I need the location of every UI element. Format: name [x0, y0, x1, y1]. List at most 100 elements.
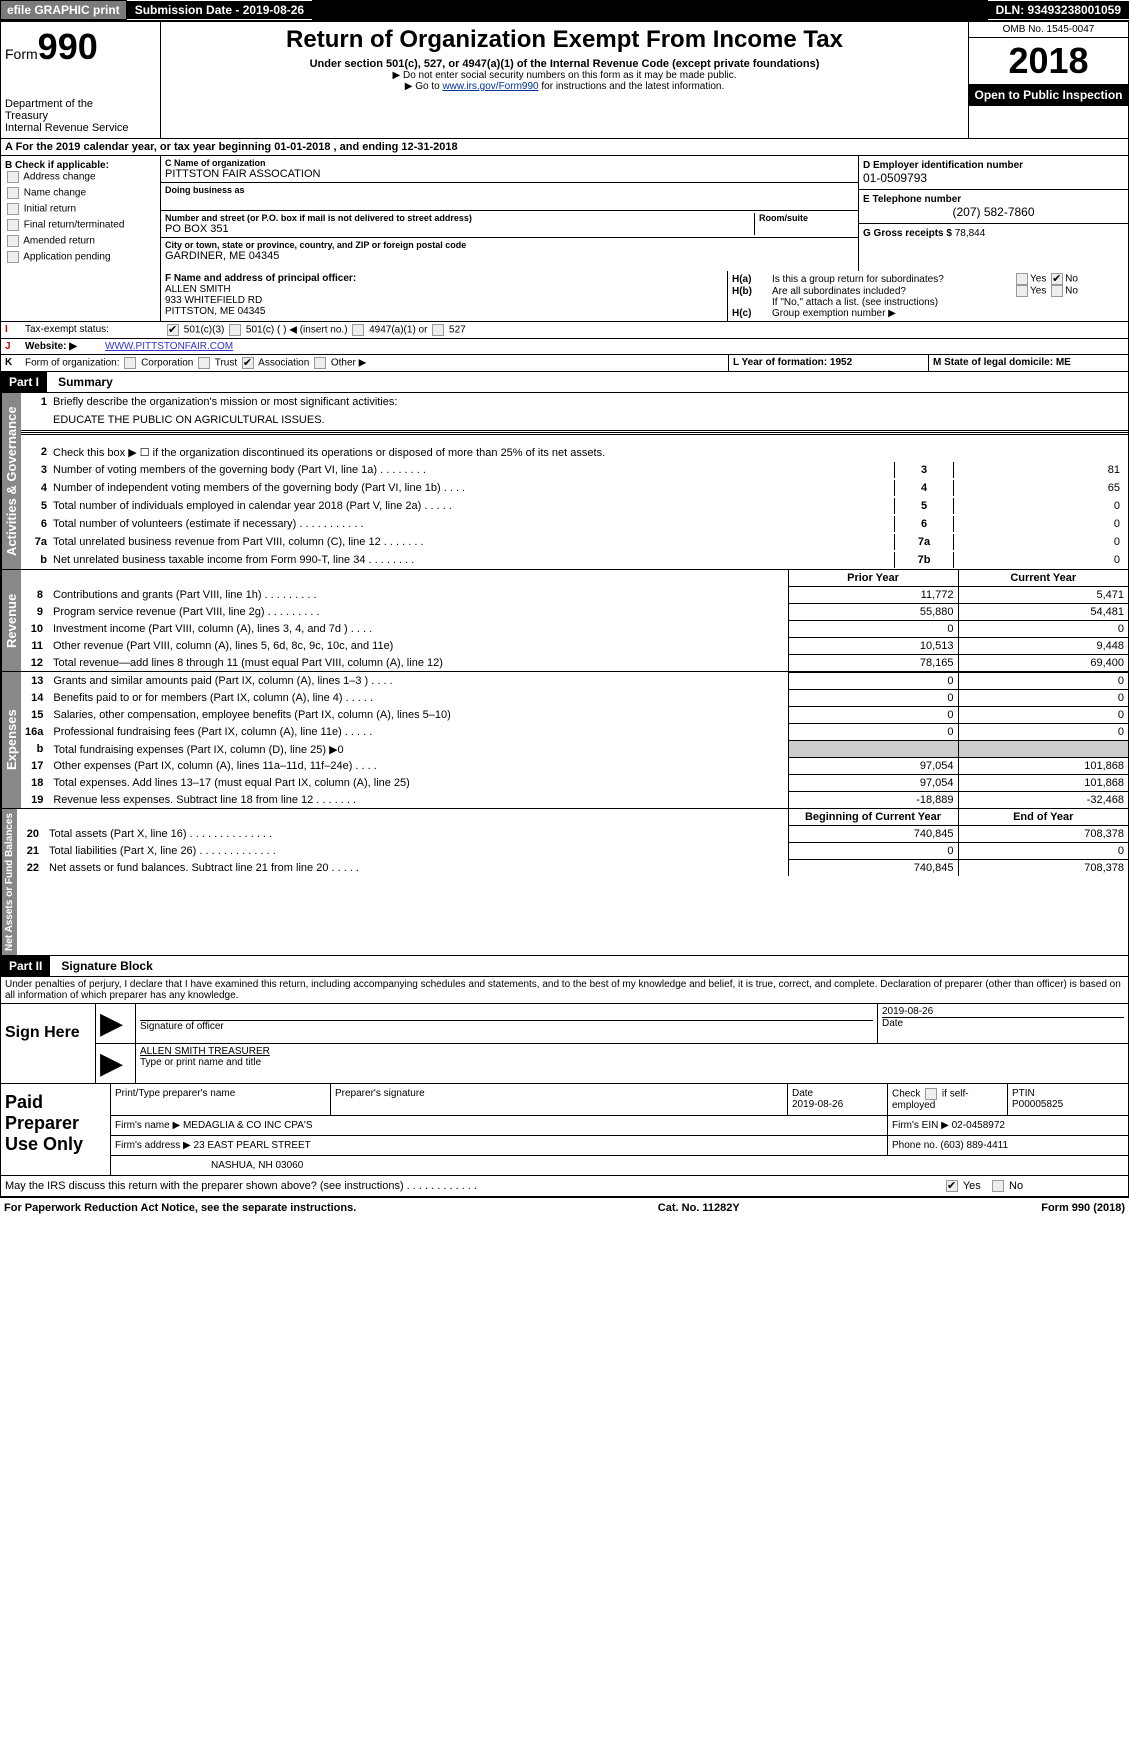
tel-value: (207) 582-7860 — [863, 205, 1124, 219]
summary-line: 7aTotal unrelated business revenue from … — [21, 533, 1128, 551]
hc-label: H(c) — [732, 308, 772, 319]
form-title: Return of Organization Exempt From Incom… — [165, 26, 964, 54]
footer-right: Form 990 (2018) — [1041, 1202, 1125, 1214]
fin-row: 10Investment income (Part VIII, column (… — [21, 621, 1128, 638]
ein-label: D Employer identification number — [863, 160, 1124, 171]
city-value: GARDINER, ME 04345 — [165, 250, 854, 262]
irs-link[interactable]: www.irs.gov/Form990 — [442, 81, 538, 92]
part2-header: Part II Signature Block — [0, 956, 1129, 977]
mission-text: EDUCATE THE PUBLIC ON AGRICULTURAL ISSUE… — [53, 414, 1124, 426]
perjury-text: Under penalties of perjury, I declare th… — [0, 977, 1129, 1004]
efile-label: efile GRAPHIC print — [0, 0, 127, 20]
summary-line: 5Total number of individuals employed in… — [21, 497, 1128, 515]
gross-value: 78,844 — [955, 228, 986, 239]
ha-label: H(a) — [732, 274, 772, 285]
firm-ein: 02-0458972 — [952, 1120, 1005, 1131]
summary-line: 4Number of independent voting members of… — [21, 479, 1128, 497]
dept-line1: Department of the — [5, 98, 156, 110]
room-label: Room/suite — [759, 213, 854, 223]
page-footer: For Paperwork Reduction Act Notice, see … — [0, 1197, 1129, 1218]
hb-text: Are all subordinates included? — [772, 286, 1014, 297]
row-k-l: K Form of organization: Corporation Trus… — [0, 355, 1129, 372]
tax-year: 2018 — [969, 38, 1128, 84]
expenses-table: 13Grants and similar amounts paid (Part … — [21, 672, 1128, 808]
officer-label: F Name and address of principal officer: — [165, 273, 723, 284]
footer-center: Cat. No. 11282Y — [658, 1202, 740, 1214]
form-number: Form990 — [5, 26, 156, 68]
form-subtitle: Under section 501(c), 527, or 4947(a)(1)… — [165, 58, 964, 70]
section-revenue: Revenue Prior YearCurrent Year 8Contribu… — [0, 570, 1129, 672]
row-a-period: A For the 2019 calendar year, or tax yea… — [0, 139, 1129, 156]
sig-name: ALLEN SMITH TREASURER — [140, 1046, 1124, 1057]
firm-addr2: NASHUA, NH 03060 — [111, 1156, 1128, 1175]
fin-row: 19Revenue less expenses. Subtract line 1… — [21, 792, 1128, 809]
sig-officer-label: Signature of officer — [140, 1020, 873, 1032]
tel-label: E Telephone number — [863, 194, 1124, 205]
fin-row: 22Net assets or fund balances. Subtract … — [17, 860, 1128, 877]
firm-name: MEDAGLIA & CO INC CPA'S — [183, 1120, 313, 1131]
officer-addr2: PITTSTON, ME 04345 — [165, 306, 723, 317]
dba-label: Doing business as — [165, 185, 854, 195]
fin-row: 13Grants and similar amounts paid (Part … — [21, 673, 1128, 690]
dept-line3: Internal Revenue Service — [5, 122, 156, 134]
fin-row: bTotal fundraising expenses (Part IX, co… — [21, 741, 1128, 758]
summary-line: 6Total number of volunteers (estimate if… — [21, 515, 1128, 533]
paid-preparer-block: Paid Preparer Use Only Print/Type prepar… — [0, 1084, 1129, 1176]
form-header: Form990 Department of the Treasury Inter… — [0, 20, 1129, 139]
fin-row: 21Total liabilities (Part X, line 26) . … — [17, 843, 1128, 860]
vtab-netassets: Net Assets or Fund Balances — [1, 809, 17, 955]
fin-row: 18Total expenses. Add lines 13–17 (must … — [21, 775, 1128, 792]
officer-name: ALLEN SMITH — [165, 284, 723, 295]
fin-row: 9Program service revenue (Part VIII, lin… — [21, 604, 1128, 621]
fin-row: 14Benefits paid to or for members (Part … — [21, 690, 1128, 707]
submission-date: Submission Date - 2019-08-26 — [127, 1, 312, 19]
hb-note: If "No," attach a list. (see instruction… — [732, 297, 1124, 308]
chk-address-change: Address change — [5, 171, 156, 183]
row-i-j: I Tax-exempt status: 501(c)(3) 501(c) ( … — [0, 322, 1129, 339]
ptin-value: P00005825 — [1012, 1099, 1124, 1110]
section-governance: Activities & Governance 1Briefly describ… — [0, 393, 1129, 570]
fin-row: 17Other expenses (Part IX, column (A), l… — [21, 758, 1128, 775]
sig-date: 2019-08-26 — [882, 1006, 1124, 1017]
chk-amended-return: Amended return — [5, 235, 156, 247]
org-name: PITTSTON FAIR ASSOCATION — [165, 168, 854, 180]
dept-line2: Treasury — [5, 110, 156, 122]
revenue-table: Prior YearCurrent Year 8Contributions an… — [21, 570, 1128, 671]
open-public-badge: Open to Public Inspection — [969, 84, 1128, 106]
website-link[interactable]: WWW.PITTSTONFAIR.COM — [105, 341, 233, 352]
officer-addr1: 933 WHITEFIELD RD — [165, 295, 723, 306]
ein-value: 01-0509793 — [863, 171, 1124, 185]
col-b-label: B Check if applicable: — [5, 160, 156, 171]
gross-label: G Gross receipts $ — [863, 228, 952, 239]
hc-text: Group exemption number ▶ — [772, 308, 896, 319]
dln-label: DLN: 93493238001059 — [988, 1, 1129, 19]
summary-line: bNet unrelated business taxable income f… — [21, 551, 1128, 569]
part1-header: Part I Summary — [0, 372, 1129, 393]
discuss-row: May the IRS discuss this return with the… — [0, 1176, 1129, 1197]
fin-row: 8Contributions and grants (Part VIII, li… — [21, 587, 1128, 604]
section-netassets: Net Assets or Fund Balances Beginning of… — [0, 809, 1129, 956]
form-note2: ▶ Go to www.irs.gov/Form990 for instruct… — [165, 81, 964, 92]
fin-row: 16aProfessional fundraising fees (Part I… — [21, 724, 1128, 741]
fin-row: 12Total revenue—add lines 8 through 11 (… — [21, 655, 1128, 672]
entity-block: B Check if applicable: Address change Na… — [0, 156, 1129, 271]
hb-label: H(b) — [732, 286, 772, 297]
city-label: City or town, state or province, country… — [165, 240, 854, 250]
sign-here-label: Sign Here — [1, 1004, 96, 1083]
row-j: J Website: ▶ WWW.PITTSTONFAIR.COM — [0, 339, 1129, 355]
sig-name-label: Type or print name and title — [140, 1057, 1124, 1068]
netassets-table: Beginning of Current YearEnd of Year 20T… — [17, 809, 1128, 876]
firm-addr1: 23 EAST PEARL STREET — [194, 1140, 311, 1151]
vtab-governance: Activities & Governance — [1, 393, 21, 569]
addr-value: PO BOX 351 — [165, 223, 754, 235]
org-name-label: C Name of organization — [165, 158, 854, 168]
fin-row: 11Other revenue (Part VIII, column (A), … — [21, 638, 1128, 655]
sign-here-block: Sign Here ▶ Signature of officer 2019-08… — [0, 1004, 1129, 1084]
fin-row: 15Salaries, other compensation, employee… — [21, 707, 1128, 724]
chk-final-return: Final return/terminated — [5, 219, 156, 231]
chk-application-pending: Application pending — [5, 251, 156, 263]
vtab-expenses: Expenses — [1, 672, 21, 808]
row-f-h: F Name and address of principal officer:… — [0, 271, 1129, 322]
paid-preparer-label: Paid Preparer Use Only — [1, 1084, 111, 1175]
ha-text: Is this a group return for subordinates? — [772, 274, 1014, 285]
